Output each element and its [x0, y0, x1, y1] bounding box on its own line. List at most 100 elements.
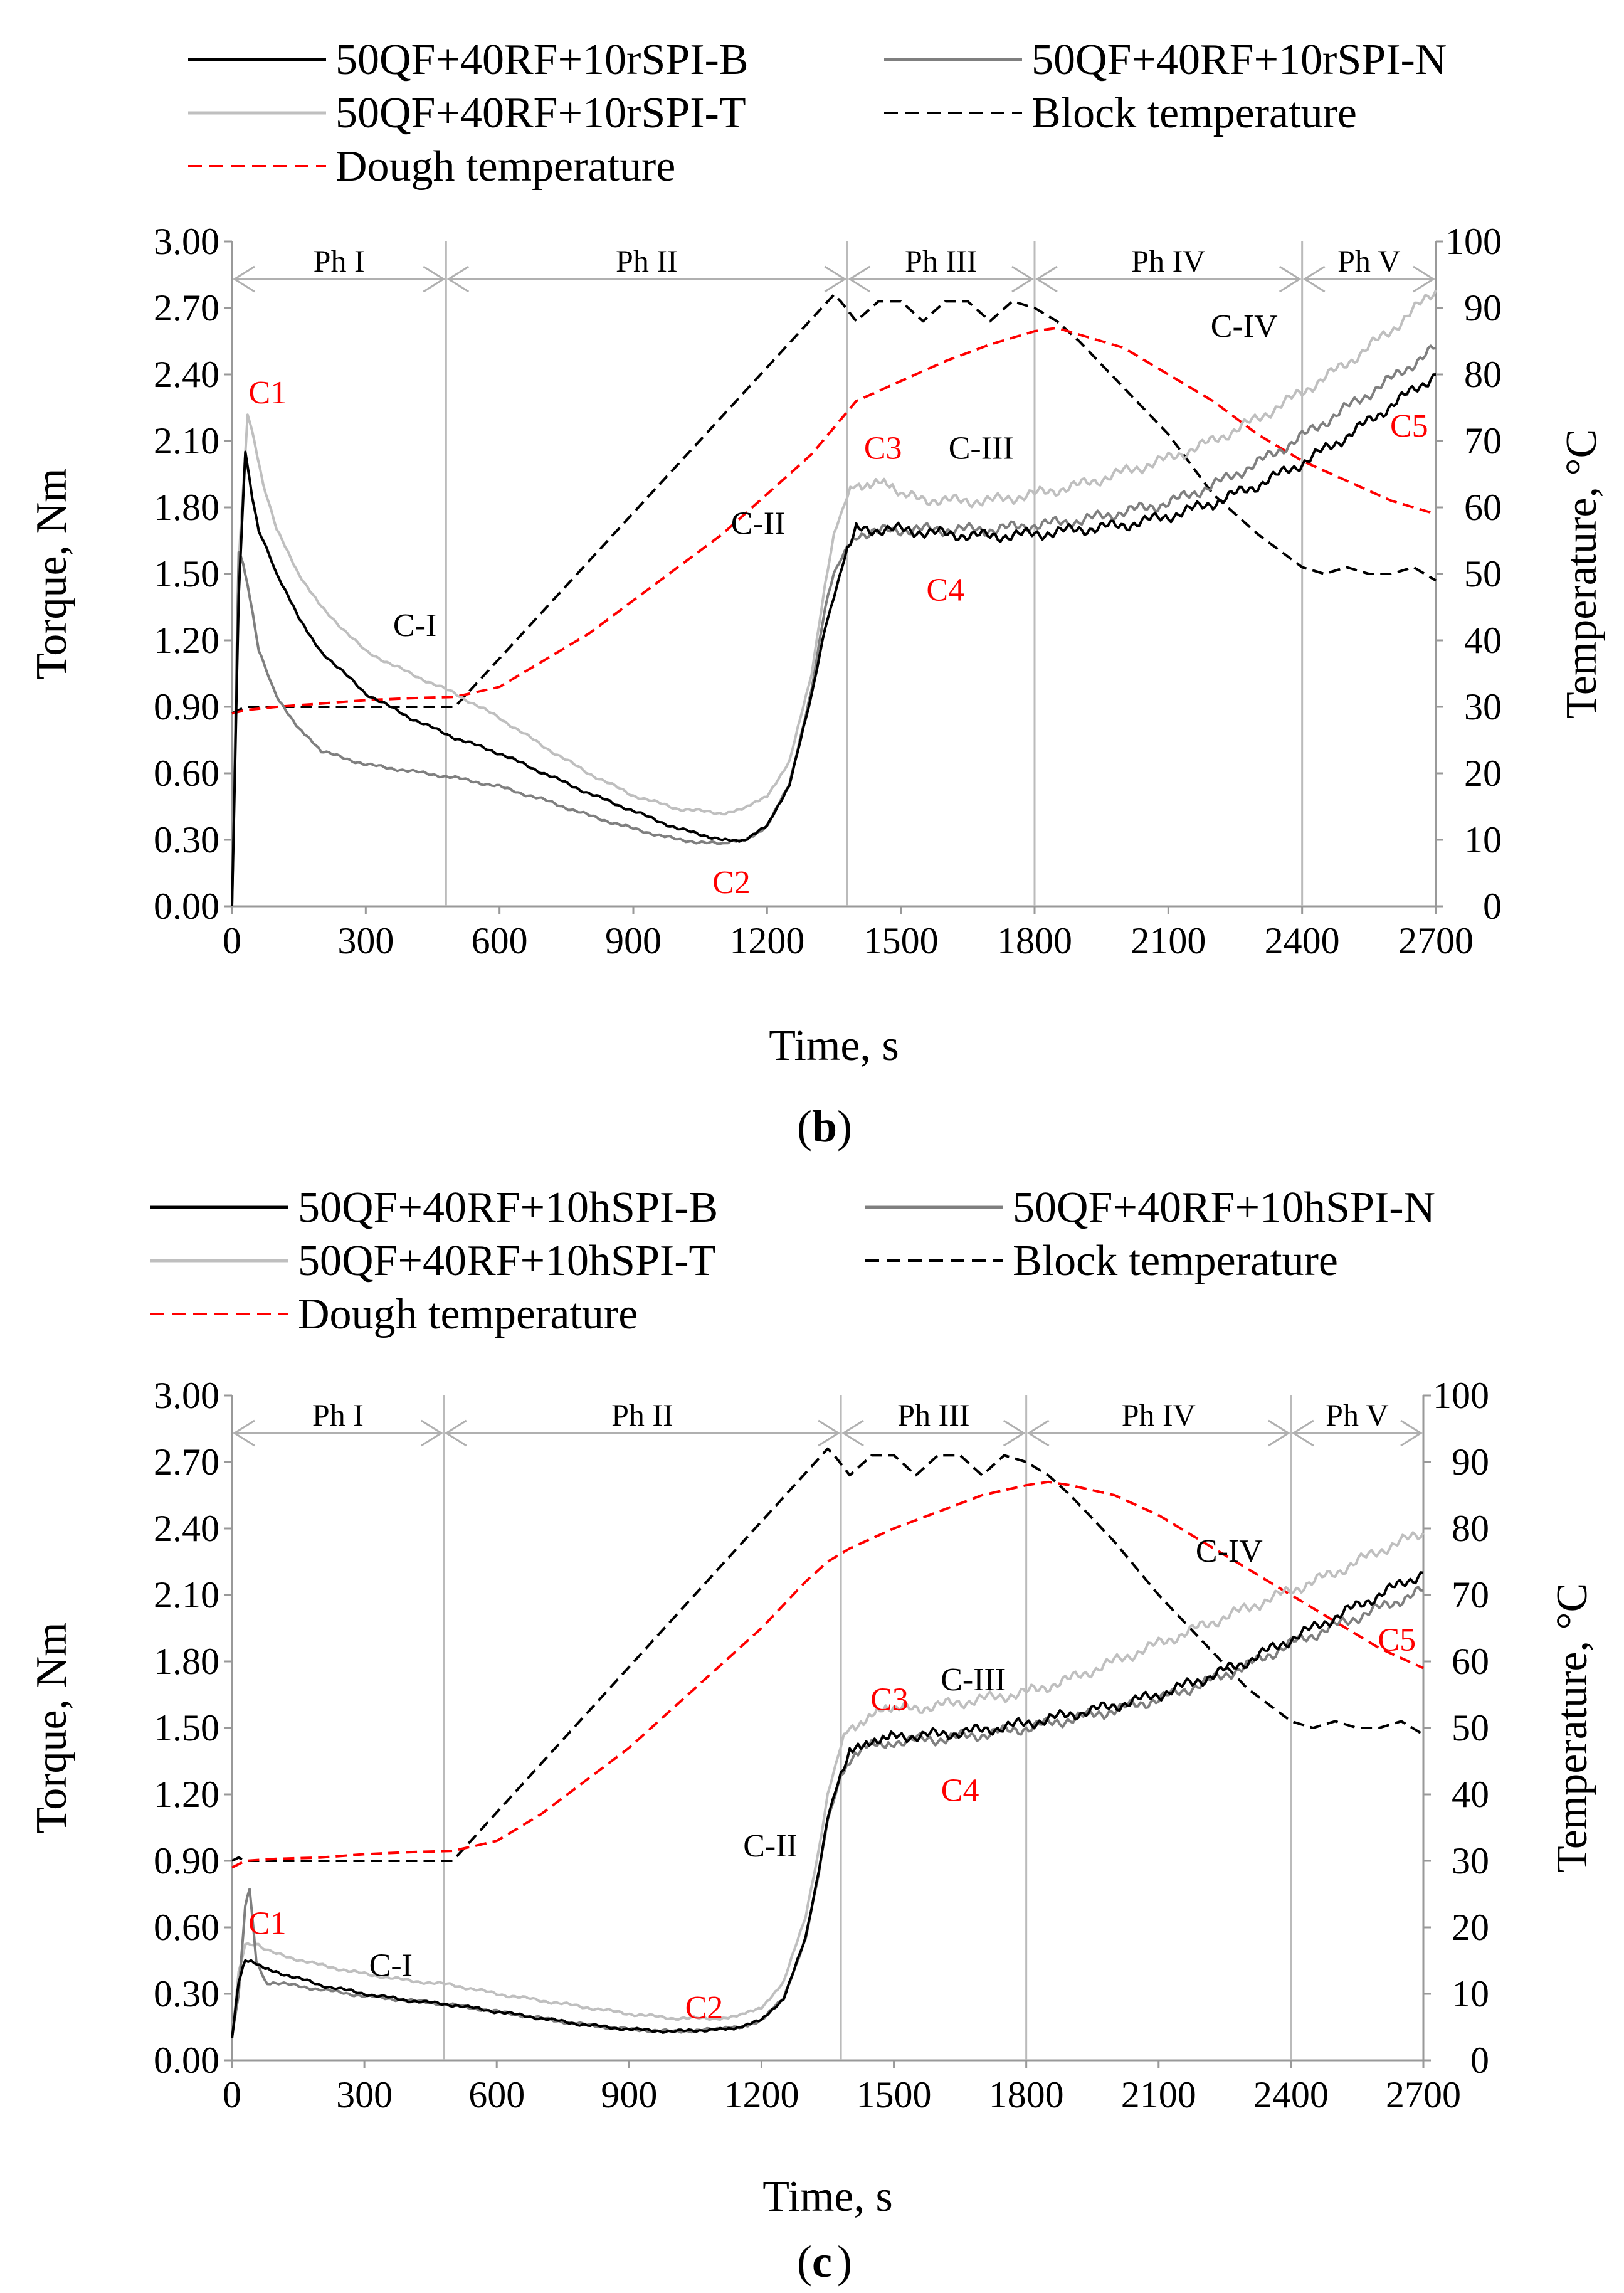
series-line-50qf-40rf-10rspi-t	[231, 289, 1437, 906]
phase-label: Ph III	[905, 243, 977, 278]
y-left-tick-label: 3.00	[154, 1375, 219, 1416]
chart-panel-c: 50QF+40RF+10hSPI-B 50QF+40RF+10hSPI-N 50…	[28, 1184, 1596, 2287]
y-left-tick-label: 0.90	[154, 686, 219, 728]
x-axis-title: Time, s	[762, 2173, 893, 2221]
phase-label: Ph I	[312, 1397, 364, 1432]
y-left-tick-label: 1.50	[154, 1707, 219, 1749]
y-axis-title-right: Temperature, °C	[1558, 429, 1606, 719]
annotation-label: C-I	[393, 608, 436, 643]
y-left-tick-label: 1.20	[154, 620, 219, 661]
y-left-tick-label: 0.30	[154, 819, 219, 861]
series-lines	[231, 1447, 1425, 2038]
legend-label: Dough temperature	[335, 142, 675, 191]
x-tick-label: 1800	[997, 920, 1072, 961]
y-left-tick-label: 0.60	[154, 753, 219, 794]
y-right-tick-label: 70	[1452, 1574, 1489, 1616]
x-tick-label: 2100	[1131, 920, 1206, 961]
phase-arrow-head-left	[841, 1419, 864, 1447]
y-left-tick-label: 2.10	[154, 420, 219, 462]
panel-label-paren: (	[797, 2237, 812, 2287]
x-tick-label: 1200	[724, 2074, 799, 2116]
y-left-tick-label: 1.20	[154, 1774, 219, 1815]
phase-arrow-head-right	[1413, 265, 1435, 293]
x-tick-label: 900	[601, 2074, 657, 2116]
x-tick-label: 2700	[1398, 920, 1474, 961]
x-axis-title: Time, s	[769, 1022, 899, 1070]
series-line-block-temperature	[231, 293, 1437, 715]
y-left-tick-label: 2.70	[154, 1441, 219, 1483]
phase-arrow-head-right	[1268, 1419, 1290, 1447]
y-right-tick-label: 100	[1433, 1375, 1489, 1416]
phase-arrow-head-left	[446, 265, 470, 293]
phase-arrow-head-right	[818, 1419, 840, 1447]
x-tick-label: 1800	[989, 2074, 1064, 2116]
phase-arrow-head-left	[848, 265, 871, 293]
phase-label: Ph V	[1326, 1397, 1389, 1432]
legend-label: Dough temperature	[298, 1290, 638, 1338]
chart-panel-b: 50QF+40RF+10rSPI-B 50QF+40RF+10rSPI-N 50…	[28, 36, 1606, 1152]
y-right-tick-label: 0	[1470, 2040, 1489, 2081]
y-left-tick-label: 3.00	[154, 221, 219, 262]
legend-label: 50QF+40RF+10hSPI-T	[298, 1237, 715, 1285]
phase-arrow-head-left	[1302, 265, 1326, 293]
y-right-tick-label: 80	[1464, 354, 1502, 395]
phase-label: Ph II	[611, 1397, 673, 1432]
legend-label: 50QF+40RF+10rSPI-B	[335, 36, 749, 84]
annotation-label: C-I	[369, 1948, 413, 1984]
y-left-tick-label: 1.80	[154, 1641, 219, 1682]
y-axis-title-right: Temperature, °C	[1548, 1583, 1596, 1873]
annotation-label: C5	[1390, 408, 1428, 444]
phase-arrow-head-right	[824, 265, 847, 293]
panel-label-paren: (	[797, 1101, 812, 1152]
legend-label: 50QF+40RF+10hSPI-B	[298, 1184, 718, 1232]
legend-label: Block temperature	[1013, 1237, 1338, 1285]
phase-arrow-head-right	[1400, 1419, 1423, 1447]
phase-label: Ph III	[897, 1397, 969, 1432]
x-tick-label: 2700	[1386, 2074, 1461, 2116]
phase-arrow-head-left	[1035, 265, 1058, 293]
y-right-tick-label: 20	[1452, 1907, 1489, 1948]
annotation-label: C2	[685, 1990, 724, 2026]
y-right-tick-label: 80	[1452, 1508, 1489, 1549]
annotation-label: C-III	[941, 1662, 1006, 1698]
annotation-label: C4	[941, 1773, 979, 1809]
y-right-tick-label: 10	[1452, 1973, 1489, 2015]
phase-arrow-head-left	[233, 265, 255, 293]
series-line-50qf-40rf-10hspi-t	[231, 1531, 1425, 2038]
phase-arrow-head-right	[1279, 265, 1302, 293]
phase-label: Ph V	[1337, 243, 1401, 278]
series-line-50qf-40rf-10hspi-b	[231, 1571, 1424, 2038]
legend-b: 50QF+40RF+10rSPI-B 50QF+40RF+10rSPI-N 50…	[188, 36, 1447, 191]
annotation-label: C1	[249, 375, 287, 411]
panel-label: c	[812, 2237, 832, 2287]
y-right-tick-label: 40	[1452, 1774, 1489, 1815]
x-tick-label: 1500	[857, 2074, 932, 2116]
y-left-tick-label: 1.80	[154, 487, 219, 528]
x-tick-label: 2400	[1265, 920, 1340, 961]
panel-label: b	[812, 1101, 837, 1152]
x-tick-label: 600	[472, 920, 528, 961]
y-left-tick-label: 2.70	[154, 287, 219, 329]
panel-label-paren: )	[837, 2237, 852, 2287]
legend-label: Block temperature	[1031, 89, 1357, 137]
y-right-tick-label: 90	[1452, 1441, 1489, 1483]
y-right-tick-label: 0	[1483, 886, 1502, 927]
x-tick-label: 300	[336, 2074, 393, 2116]
y-right-tick-label: 10	[1464, 819, 1502, 861]
series-line-block-temperature	[231, 1447, 1425, 1862]
legend-label: 50QF+40RF+10hSPI-N	[1013, 1184, 1435, 1232]
annotation-label: C-III	[949, 430, 1014, 466]
y-right-tick-label: 20	[1464, 753, 1502, 794]
phase-label: Ph I	[314, 243, 365, 278]
x-tick-label: 2400	[1253, 2074, 1329, 2116]
y-axis-title-left: Torque, Nm	[28, 468, 76, 679]
legend-c: 50QF+40RF+10hSPI-B 50QF+40RF+10hSPI-N 50…	[150, 1184, 1435, 1338]
phase-label: Ph IV	[1122, 1397, 1196, 1432]
y-left-tick-label: 2.40	[154, 1508, 219, 1549]
annotation-label: C3	[870, 1682, 909, 1718]
axis-ticks: 0 300 600 900 1200 1500 1800 2100 2400 27000.000.…	[154, 221, 1502, 961]
series-line-50qf-40rf-10rspi-b	[231, 373, 1437, 907]
phase-arrow-head-right	[1011, 265, 1034, 293]
y-right-tick-label: 100	[1445, 221, 1502, 262]
y-left-tick-label: 2.10	[154, 1574, 219, 1616]
